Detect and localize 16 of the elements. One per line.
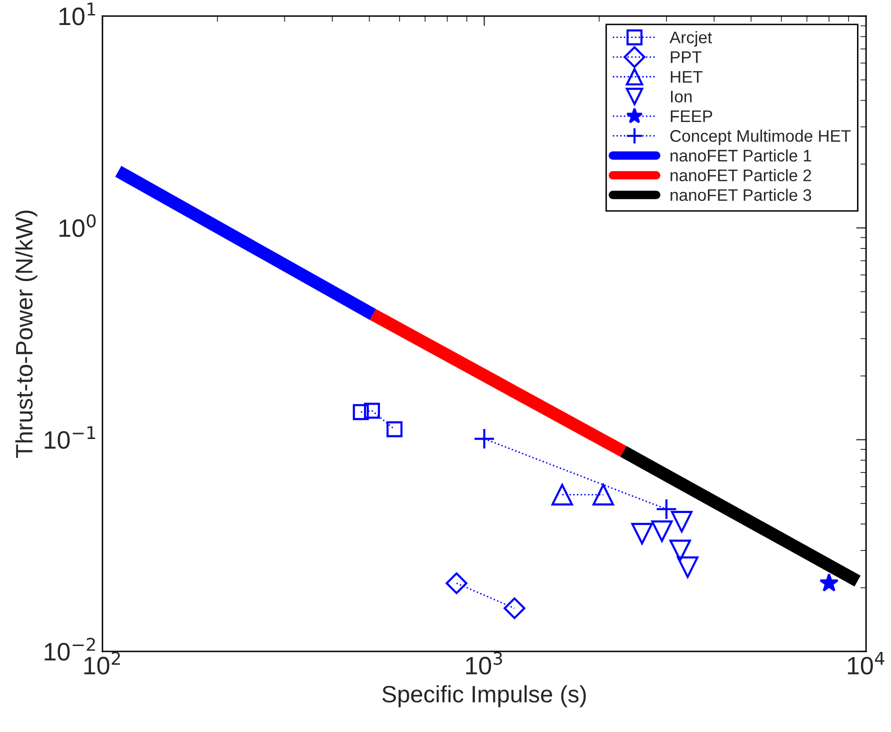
x-tick-label: 10$^{4}$ [848, 652, 884, 675]
legend-label: nanoFET Particle 3 [670, 188, 812, 201]
y-tick-label: 10$^{1}$ [60, 2, 96, 26]
legend-label: nanoFET Particle 1 [670, 149, 812, 162]
legend-label: Concept Multimode HET [670, 130, 851, 146]
legend-label: Arcjet [670, 31, 712, 47]
legend-label: FEEP [670, 110, 712, 122]
x-axis-title: Specific Impulse (s) [382, 685, 586, 708]
legend-label: nanoFET Particle 2 [670, 169, 812, 182]
legend-label: PPT [670, 51, 702, 63]
y-tick-label: 10$^{0}$ [60, 214, 96, 238]
x-tick-label: 10$^{3}$ [466, 652, 502, 675]
y-tick-label: 10$^{−1}$ [44, 426, 96, 449]
legend-label: HET [670, 71, 702, 83]
legend-label: Ion [671, 90, 692, 102]
y-axis-title: Thrust-to-Power (N/kW) [15, 210, 38, 458]
